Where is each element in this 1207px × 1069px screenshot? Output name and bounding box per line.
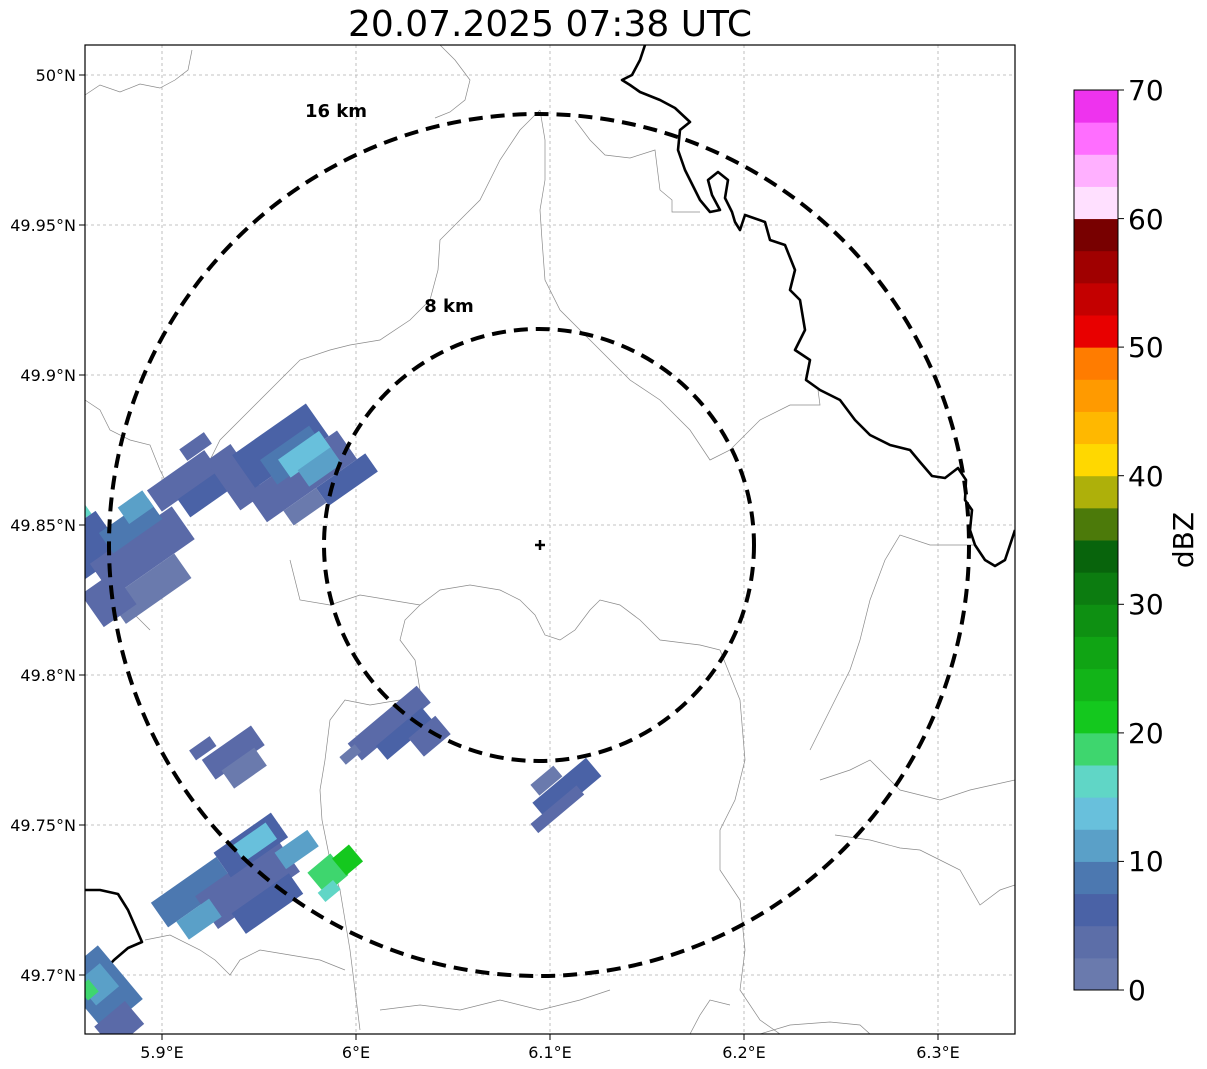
- lon-tick-label: 6.1°E: [528, 1043, 572, 1062]
- echo-cluster-southwest-small: [189, 725, 267, 789]
- colorbar-tick-label: 50: [1128, 331, 1164, 364]
- colorbar-segment: [1074, 700, 1118, 734]
- colorbar-segment: [1074, 282, 1118, 316]
- colorbar-segment: [1074, 154, 1118, 187]
- colorbar-segment: [1074, 475, 1118, 509]
- colorbar-tick-label: 60: [1128, 203, 1164, 236]
- lat-tick-label: 49.75°N: [10, 816, 76, 835]
- colorbar-segment: [1074, 90, 1118, 123]
- map-title: 20.07.2025 07:38 UTC: [347, 4, 753, 45]
- colorbar-segment: [1074, 765, 1118, 798]
- lat-tick-label: 49.8°N: [20, 666, 76, 685]
- lon-tick-label: 6.2°E: [722, 1043, 766, 1062]
- lat-tick-label: 49.85°N: [10, 516, 76, 535]
- range-ring-16km: [107, 112, 971, 978]
- colorbar-tick-label: 30: [1128, 588, 1164, 621]
- colorbar-segment: [1074, 443, 1118, 477]
- colorbar-segment: [1074, 315, 1118, 348]
- colorbar-segment: [1074, 572, 1118, 605]
- range-rings: [107, 112, 971, 978]
- lon-ticks: 5.9°E 6°E 6.1°E 6.2°E 6.3°E: [140, 1034, 960, 1062]
- colorbar-segment: [1074, 732, 1118, 766]
- colorbar-segment: [1074, 411, 1118, 445]
- colorbar-tick-label: 10: [1128, 845, 1164, 878]
- echo-cluster-northwest: [146, 403, 378, 526]
- lon-tick-label: 5.9°E: [140, 1043, 184, 1062]
- echo-cluster-southwest: [150, 812, 319, 940]
- map-panel: 8 km 16 km: [85, 45, 1015, 1034]
- lat-tick-label: 50°N: [36, 66, 76, 85]
- gridlines: [85, 45, 1015, 1034]
- colorbar-segment: [1074, 122, 1118, 155]
- colorbar-segments: [1074, 90, 1118, 991]
- colorbar: 0 10 20 30 40 50 60 70 dBZ: [1073, 74, 1200, 1007]
- echo-cluster-south-center: [530, 757, 602, 834]
- colorbar-segment: [1074, 636, 1118, 670]
- plus-icon: [535, 540, 545, 550]
- range-ring-8km-label: 8 km: [424, 296, 474, 317]
- admin-boundaries: [85, 45, 1015, 1034]
- echo-cluster-center: [339, 685, 451, 765]
- colorbar-segment: [1074, 829, 1118, 862]
- echo-cell-green: [307, 844, 364, 903]
- colorbar-segment: [1074, 604, 1118, 637]
- lon-tick-label: 6°E: [342, 1043, 370, 1062]
- colorbar-segment: [1074, 379, 1118, 412]
- colorbar-tick-label: 0: [1128, 974, 1146, 1007]
- colorbar-segment: [1074, 250, 1118, 284]
- colorbar-label: dBZ: [1167, 512, 1200, 568]
- colorbar-segment: [1074, 893, 1118, 927]
- colorbar-ticks: 0 10 20 30 40 50 60 70: [1118, 74, 1164, 1007]
- lat-tick-label: 49.7°N: [20, 966, 76, 985]
- colorbar-segment: [1074, 861, 1118, 895]
- colorbar-segment: [1074, 218, 1118, 252]
- lat-tick-label: 49.9°N: [20, 366, 76, 385]
- radar-echoes: [85, 403, 602, 1034]
- lat-ticks: 50°N 49.95°N 49.9°N 49.85°N 49.8°N 49.75…: [10, 66, 85, 985]
- colorbar-tick-label: 70: [1128, 74, 1164, 107]
- colorbar-segment: [1074, 797, 1118, 830]
- lat-tick-label: 49.95°N: [10, 216, 76, 235]
- range-ring-8km: [322, 327, 756, 763]
- colorbar-frame: [1073, 89, 1119, 991]
- colorbar-segment: [1074, 186, 1118, 220]
- colorbar-tick-label: 40: [1128, 460, 1164, 493]
- colorbar-segment: [1074, 540, 1118, 573]
- colorbar-segment: [1074, 668, 1118, 702]
- lon-tick-label: 6.3°E: [916, 1043, 960, 1062]
- echo-cluster-southwest-corner: [85, 945, 145, 1034]
- colorbar-segment: [1074, 957, 1118, 991]
- range-ring-16km-label: 16 km: [305, 101, 367, 122]
- colorbar-segment: [1074, 507, 1118, 541]
- colorbar-segment: [1074, 925, 1118, 959]
- colorbar-segment: [1074, 347, 1118, 380]
- colorbar-tick-label: 20: [1128, 717, 1164, 750]
